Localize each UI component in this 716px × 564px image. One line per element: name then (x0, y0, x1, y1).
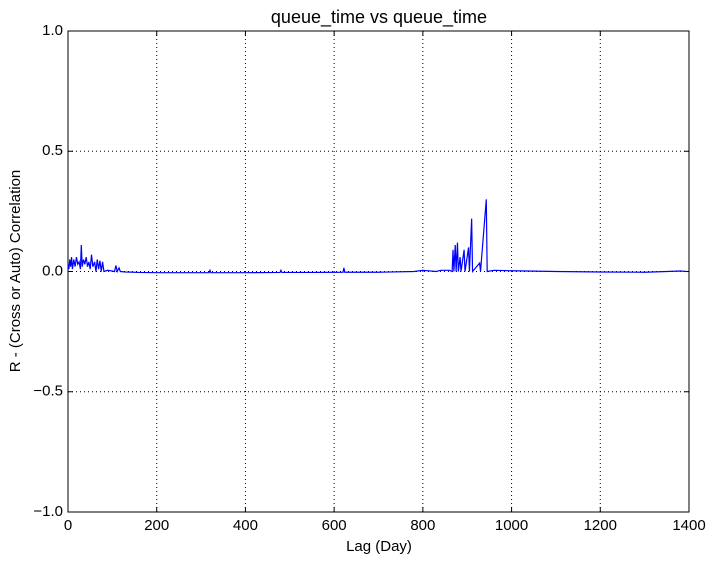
data-line (67, 199, 687, 274)
y-tick-label: −1.0 (33, 503, 63, 520)
x-axis-label: Lag (Day) (346, 538, 412, 555)
chart-title: queue_time vs queue_time (271, 7, 487, 28)
x-tick-label: 400 (233, 517, 258, 534)
x-tick-label: 200 (144, 517, 169, 534)
x-tick-label: 0 (64, 517, 72, 534)
x-tick-label: 1400 (672, 517, 705, 534)
y-tick-label: 0.5 (42, 142, 63, 159)
x-tick-label: 600 (322, 517, 347, 534)
y-tick-label: 0.0 (42, 262, 63, 279)
y-axis-label: R - (Cross or Auto) Correlation (7, 170, 24, 373)
x-tick-label: 1000 (495, 517, 528, 534)
y-tick-label: −0.5 (33, 383, 63, 400)
y-tick-label: 1.0 (42, 22, 63, 39)
x-tick-label: 1200 (584, 517, 617, 534)
x-tick-label: 800 (410, 517, 435, 534)
plot-frame (67, 30, 690, 513)
